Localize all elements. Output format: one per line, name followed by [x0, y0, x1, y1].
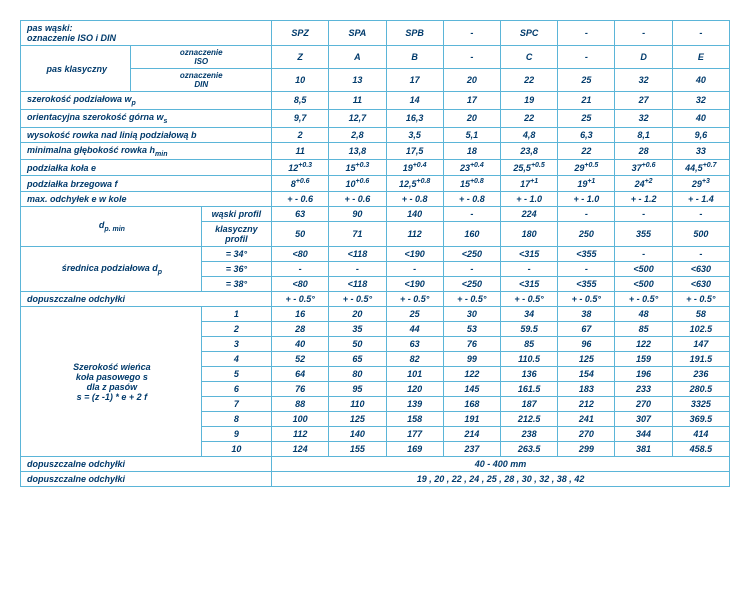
- tol1-label: dopuszczalne odchyłki: [21, 292, 272, 307]
- rim-width-label: Szerokość wieńcakoła pasowego sdla z pas…: [21, 307, 202, 457]
- tol2-val: 40 - 400 mm: [272, 457, 730, 472]
- row-label: wysokość rowka nad linią podziałową b: [21, 127, 272, 142]
- din-label: oznaczenieDIN: [131, 69, 272, 92]
- row-label: szerokość podziałowa wp: [21, 92, 272, 110]
- tol2-label: dopuszczalne odchyłki: [21, 457, 272, 472]
- row-label: minimalna głębokość rowka hmin: [21, 142, 272, 160]
- tol3-val: 19 , 20 , 22 , 24 , 25 , 28 , 30 , 32 , …: [272, 472, 730, 487]
- col-hdr: SPZ: [272, 21, 329, 46]
- tol3-label: dopuszczalne odchyłki: [21, 472, 272, 487]
- belt-spec-table: pas wąski:oznaczenie ISO i DIN SPZ SPA S…: [20, 20, 730, 487]
- diameter-label: średnica podziałowa dp: [21, 247, 202, 292]
- classic-belt-label: pas klasyczny: [21, 46, 131, 92]
- row-label: orientacyjna szerokość górna ws: [21, 109, 272, 127]
- dp-min-label: dp. min: [21, 207, 202, 247]
- iso-label: oznaczenieISO: [131, 46, 272, 69]
- narrow-belt-label: pas wąski:oznaczenie ISO i DIN: [21, 21, 272, 46]
